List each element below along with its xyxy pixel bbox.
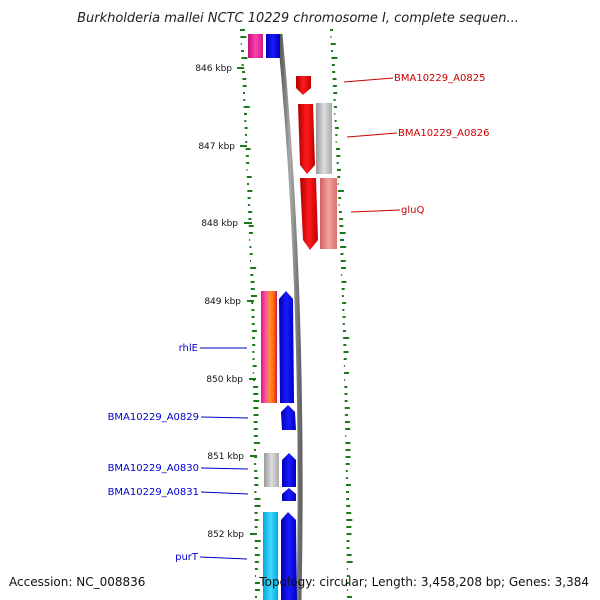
gene-bma10229-a0825-arrow <box>296 76 311 95</box>
gene-purt-arrow <box>281 512 297 600</box>
gene-rhle-ortholog <box>261 291 277 403</box>
gene-label-gluq: gluQ <box>401 205 424 216</box>
gene-bma10229-a0830-ortholog <box>264 453 279 487</box>
scale-label-848: 848 kbp <box>201 219 238 229</box>
gene-label-bma10229-a0831: BMA10229_A0831 <box>108 487 199 498</box>
gene-gluq-arrow <box>300 178 318 250</box>
gene-label-bma10229-a0830: BMA10229_A0830 <box>108 463 199 474</box>
gene-bma10229-a0831-arrow <box>282 488 296 501</box>
scale-label-846: 846 kbp <box>195 64 232 74</box>
gc-content-ticks-outer <box>330 29 353 598</box>
gene-bma10229-a0826-ortholog <box>316 103 332 174</box>
scale-ticks <box>237 67 257 535</box>
chromosome-backbone <box>277 33 303 600</box>
leader-line-bma10229-a0825 <box>343 77 394 83</box>
leader-line-purt <box>199 556 248 560</box>
leader-line-bma10229-a0829 <box>200 416 249 419</box>
gene-gluq-ortholog <box>320 178 337 249</box>
map-title: Burkholderia mallei NCTC 10229 chromosom… <box>77 11 519 26</box>
leader-line-gluq <box>350 209 401 213</box>
scale-label-852: 852 kbp <box>207 530 244 540</box>
accession-text: Accession: NC_008836 <box>9 575 145 589</box>
gene-label-bma10229-a0825: BMA10229_A0825 <box>394 73 485 84</box>
scale-label-850: 850 kbp <box>206 375 243 385</box>
gene-label-bma10229-a0829: BMA10229_A0829 <box>108 412 199 423</box>
gene-bma10229-a0829-arrow <box>281 405 296 430</box>
scale-label-849: 849 kbp <box>204 297 241 307</box>
feature-partial-magenta <box>248 34 263 58</box>
gene-rhle-arrow <box>279 291 294 403</box>
gene-purt-ortholog <box>263 512 278 600</box>
scale-label-851: 851 kbp <box>207 452 244 462</box>
leader-line-bma10229-a0826 <box>346 132 398 138</box>
gene-bma10229-a0826-arrow <box>298 104 315 174</box>
gene-label-bma10229-a0826: BMA10229_A0826 <box>398 128 489 139</box>
gene-bma10229-a0830-arrow <box>282 453 296 487</box>
scale-label-847: 847 kbp <box>198 142 235 152</box>
genome-summary-text: Topology: circular; Length: 3,458,208 bp… <box>258 575 589 589</box>
feature-partial-blue <box>266 34 280 58</box>
leader-line-bma10229-a0830 <box>200 467 249 470</box>
leader-line-bma10229-a0831 <box>200 491 249 495</box>
gene-label-purt: purT <box>175 552 199 563</box>
gene-label-rhle: rhlE <box>179 343 198 354</box>
gc-content-ticks-inner <box>240 29 261 598</box>
